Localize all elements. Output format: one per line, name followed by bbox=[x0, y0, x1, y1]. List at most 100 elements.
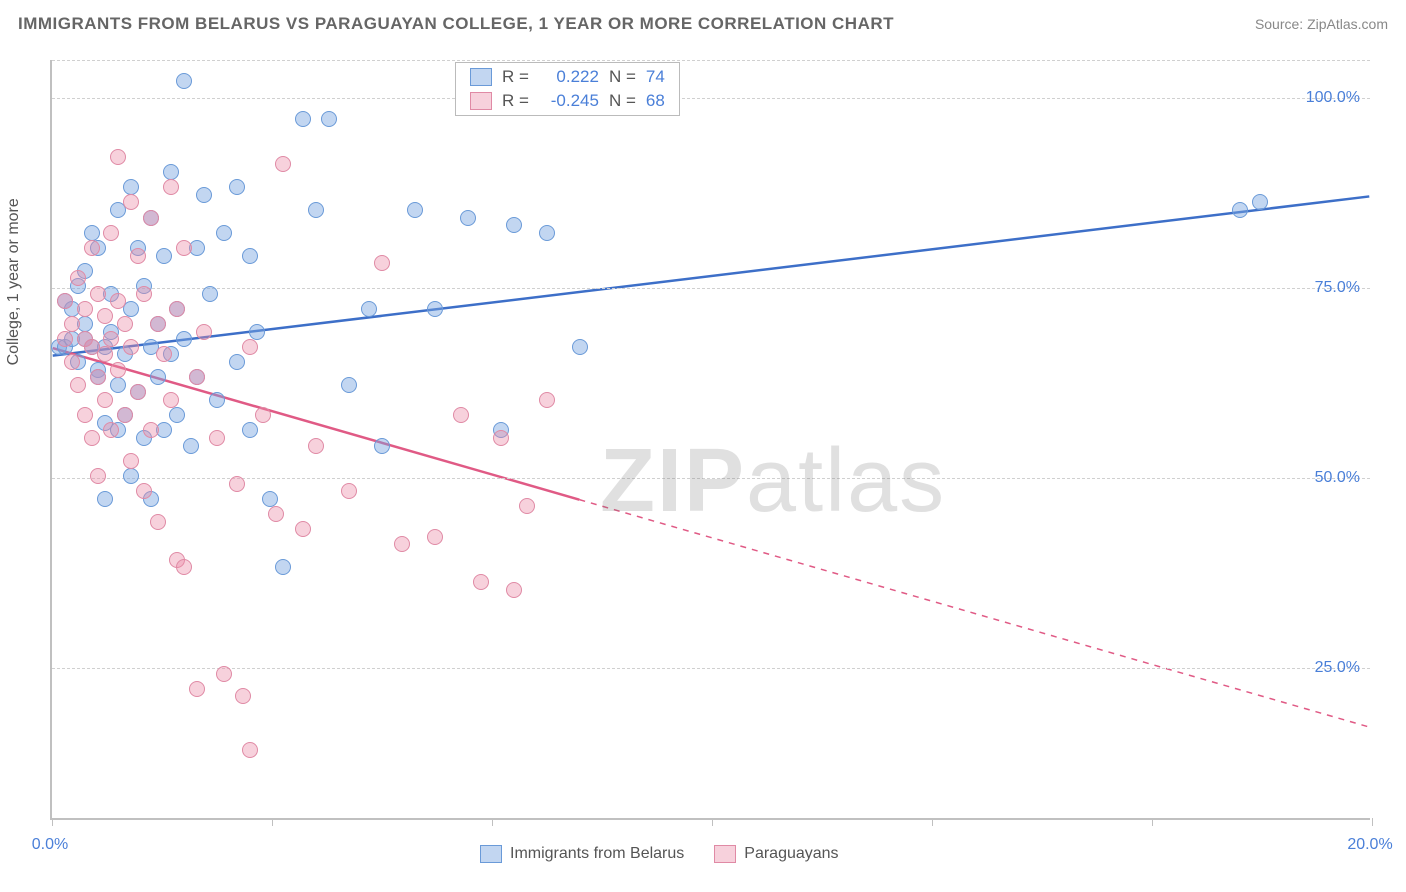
legend-label: Paraguayans bbox=[744, 845, 838, 863]
data-point bbox=[183, 438, 199, 454]
n-value: 68 bbox=[646, 91, 665, 111]
legend-swatch bbox=[714, 845, 736, 863]
data-point bbox=[70, 270, 86, 286]
data-point bbox=[117, 316, 133, 332]
data-point bbox=[176, 240, 192, 256]
data-point bbox=[57, 293, 73, 309]
data-point bbox=[110, 293, 126, 309]
data-point bbox=[242, 422, 258, 438]
data-point bbox=[242, 742, 258, 758]
data-point bbox=[275, 156, 291, 172]
data-point bbox=[308, 202, 324, 218]
data-point bbox=[189, 681, 205, 697]
x-tick bbox=[52, 818, 53, 826]
data-point bbox=[453, 407, 469, 423]
data-point bbox=[242, 248, 258, 264]
data-point bbox=[249, 324, 265, 340]
data-point bbox=[473, 574, 489, 590]
data-point bbox=[506, 217, 522, 233]
stats-row: R =0.222N =74 bbox=[456, 65, 679, 89]
data-point bbox=[64, 316, 80, 332]
data-point bbox=[427, 301, 443, 317]
y-tick-label: 25.0% bbox=[1315, 659, 1360, 677]
data-point bbox=[229, 354, 245, 370]
data-point bbox=[209, 392, 225, 408]
data-point bbox=[163, 179, 179, 195]
data-point bbox=[169, 301, 185, 317]
y-tick-label: 100.0% bbox=[1306, 89, 1360, 107]
x-tick bbox=[932, 818, 933, 826]
r-label: R = bbox=[502, 91, 529, 111]
data-point bbox=[123, 339, 139, 355]
data-point bbox=[196, 187, 212, 203]
data-point bbox=[242, 339, 258, 355]
data-point bbox=[341, 483, 357, 499]
data-point bbox=[90, 468, 106, 484]
y-tick-label: 50.0% bbox=[1315, 469, 1360, 487]
data-point bbox=[209, 430, 225, 446]
data-point bbox=[123, 179, 139, 195]
source-name: ZipAtlas.com bbox=[1307, 16, 1388, 32]
data-point bbox=[216, 225, 232, 241]
legend-item: Paraguayans bbox=[714, 845, 838, 863]
gridline bbox=[52, 60, 1370, 61]
data-point bbox=[163, 392, 179, 408]
data-point bbox=[235, 688, 251, 704]
data-point bbox=[169, 407, 185, 423]
r-label: R = bbox=[502, 67, 529, 87]
data-point bbox=[506, 582, 522, 598]
data-point bbox=[150, 316, 166, 332]
data-point bbox=[90, 286, 106, 302]
y-axis-title: College, 1 year or more bbox=[5, 198, 23, 365]
data-point bbox=[130, 248, 146, 264]
n-label: N = bbox=[609, 91, 636, 111]
data-point bbox=[539, 392, 555, 408]
data-point bbox=[176, 559, 192, 575]
data-point bbox=[103, 225, 119, 241]
data-point bbox=[176, 73, 192, 89]
gridline bbox=[52, 668, 1370, 669]
data-point bbox=[97, 491, 113, 507]
stats-row: R =-0.245N =68 bbox=[456, 89, 679, 113]
legend-label: Immigrants from Belarus bbox=[510, 845, 684, 863]
data-point bbox=[268, 506, 284, 522]
data-point bbox=[110, 149, 126, 165]
data-point bbox=[70, 377, 86, 393]
data-point bbox=[143, 422, 159, 438]
data-point bbox=[374, 438, 390, 454]
data-point bbox=[77, 407, 93, 423]
data-point bbox=[77, 301, 93, 317]
data-point bbox=[97, 346, 113, 362]
x-tick-label: 0.0% bbox=[32, 836, 68, 854]
data-point bbox=[156, 248, 172, 264]
data-point bbox=[1232, 202, 1248, 218]
data-point bbox=[110, 362, 126, 378]
data-point bbox=[136, 483, 152, 499]
x-tick bbox=[1372, 818, 1373, 826]
data-point bbox=[130, 384, 146, 400]
series-legend: Immigrants from Belarus Paraguayans bbox=[480, 845, 839, 863]
chart-title: IMMIGRANTS FROM BELARUS VS PARAGUAYAN CO… bbox=[18, 14, 894, 34]
data-point bbox=[103, 331, 119, 347]
data-point bbox=[295, 111, 311, 127]
data-point bbox=[123, 468, 139, 484]
data-point bbox=[539, 225, 555, 241]
data-point bbox=[110, 377, 126, 393]
data-point bbox=[427, 529, 443, 545]
x-tick bbox=[492, 818, 493, 826]
trend-line-dashed bbox=[579, 500, 1369, 727]
data-point bbox=[295, 521, 311, 537]
data-point bbox=[84, 240, 100, 256]
data-point bbox=[150, 369, 166, 385]
data-point bbox=[176, 331, 192, 347]
data-point bbox=[143, 210, 159, 226]
data-point bbox=[163, 164, 179, 180]
x-tick bbox=[712, 818, 713, 826]
trend-lines-svg bbox=[52, 60, 1370, 818]
x-tick bbox=[272, 818, 273, 826]
legend-swatch bbox=[470, 68, 492, 86]
data-point bbox=[407, 202, 423, 218]
data-point bbox=[460, 210, 476, 226]
data-point bbox=[84, 430, 100, 446]
data-point bbox=[57, 331, 73, 347]
